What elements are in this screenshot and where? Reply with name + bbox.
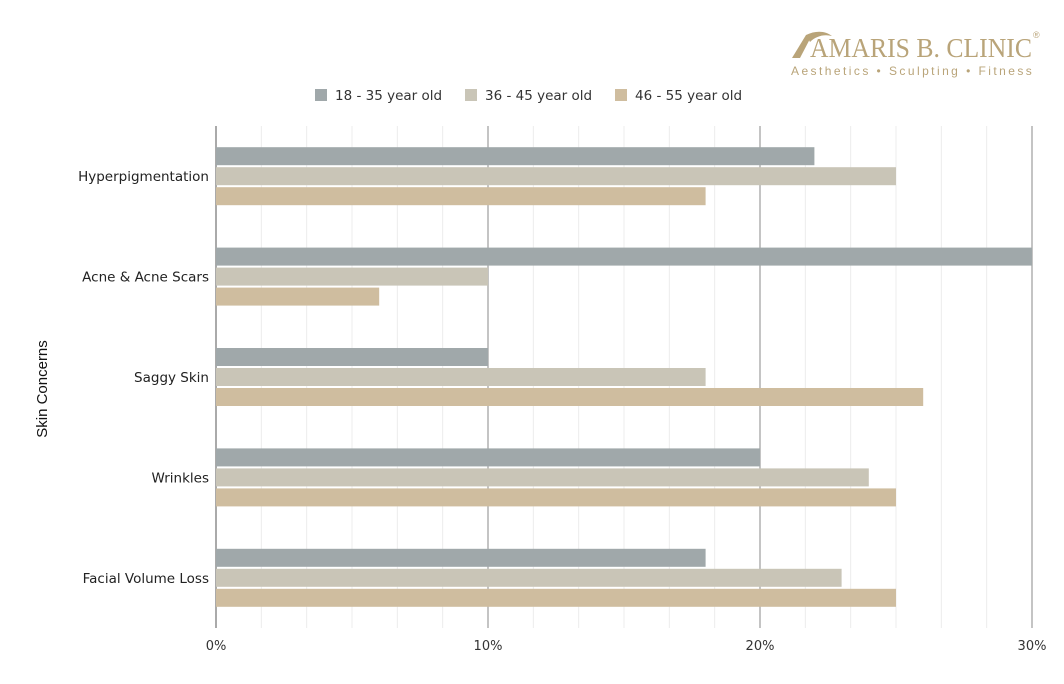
x-tick-label: 0% [206,639,227,654]
bar-2-3 [216,368,706,386]
bar-3-2 [216,287,380,306]
clinic-logo: AMARIS B. CLINIC ® Aesthetics • Sculptin… [791,30,1040,78]
bar-1-5 [216,548,706,567]
bar-3-4 [216,488,896,507]
x-tick-label: 30% [1018,639,1047,654]
x-tick-label: 10% [474,639,503,654]
bar-3-1 [216,187,706,206]
bar-3-3 [216,388,924,406]
logo-mark-icon [792,31,832,58]
bar-1-1 [216,147,815,166]
bar-1-2 [216,247,1032,266]
legend-swatch-2 [465,89,477,101]
y-axis-title: Skin Concerns [34,340,51,438]
brand-name: AMARIS B. CLINIC [810,33,1032,63]
bar-3-5 [216,588,896,607]
bar-1-3 [216,348,488,366]
category-label: Facial Volume Loss [83,571,209,587]
legend-swatch-3 [615,89,627,101]
bar-2-1 [216,167,896,186]
bar-2-5 [216,568,842,587]
legend-item-3: 46 - 55 year old [615,88,742,104]
legend-item-1: 18 - 35 year old [315,88,442,104]
legend-label-2: 36 - 45 year old [485,88,593,104]
legend-swatch-1 [315,89,327,101]
legend-label-3: 46 - 55 year old [635,88,743,104]
brand-registered-mark: ® [1033,30,1040,40]
bar-2-2 [216,267,488,286]
category-label: Saggy Skin [134,370,209,386]
bar-1-4 [216,448,760,467]
x-tick-label: 20% [746,639,775,654]
category-label: Acne & Acne Scars [82,270,209,286]
legend-item-2: 36 - 45 year old [465,88,592,104]
category-label: Wrinkles [151,470,209,486]
bar-2-4 [216,468,869,487]
legend-label-1: 18 - 35 year old [335,88,443,104]
category-label: Hyperpigmentation [78,169,209,185]
